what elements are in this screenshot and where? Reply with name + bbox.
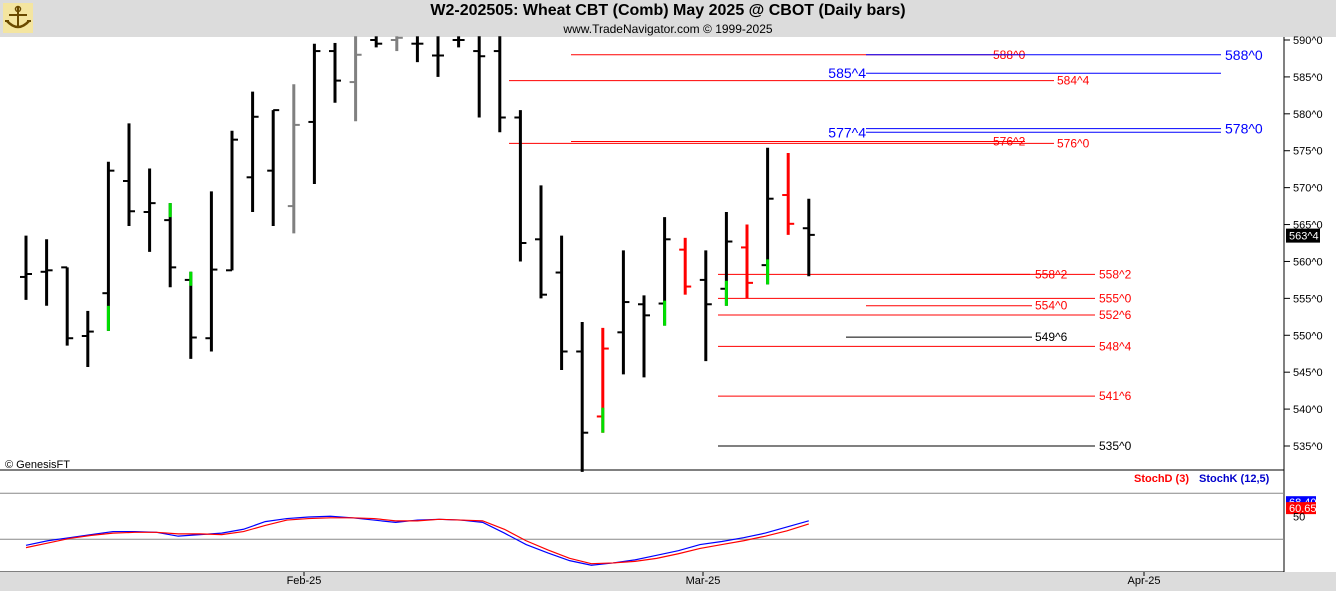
- level-label: 552^6: [1099, 308, 1132, 322]
- level-label: 588^0: [1225, 47, 1263, 63]
- level-label: 558^2: [1099, 267, 1132, 281]
- price-axis-background: [1284, 37, 1336, 572]
- level-label: 576^0: [1057, 136, 1090, 150]
- price-tick-label: 570^0: [1293, 183, 1323, 195]
- price-tick-label: 540^0: [1293, 404, 1323, 416]
- last-price-flag: [1286, 228, 1320, 243]
- level-label: 549^6: [1035, 330, 1068, 344]
- level-label: 535^0: [1099, 439, 1132, 453]
- chart-title: W2-202505: Wheat CBT (Comb) May 2025 @ C…: [430, 2, 906, 19]
- price-tick-label: 555^0: [1293, 293, 1323, 305]
- level-label: 578^0: [1225, 121, 1263, 137]
- level-label: 585^4: [828, 65, 866, 81]
- title-bar: W2-202505: Wheat CBT (Comb) May 2025 @ C…: [0, 0, 1336, 37]
- osc-series-line: [25, 517, 809, 565]
- osc-level-label: 50: [1293, 511, 1305, 523]
- stochd-value-flag: [1286, 502, 1316, 515]
- time-tick-label: Feb-25: [287, 575, 322, 587]
- level-label: 577^4: [828, 124, 866, 140]
- level-label: 584^4: [1057, 74, 1090, 88]
- price-tick-label: 550^0: [1293, 330, 1323, 342]
- price-tick-label: 545^0: [1293, 367, 1323, 379]
- level-label: 548^4: [1099, 339, 1132, 353]
- price-tick-label: 560^0: [1293, 256, 1323, 268]
- level-label: 541^6: [1099, 389, 1132, 403]
- time-tick-label: Mar-25: [686, 575, 721, 587]
- level-label: 576^2: [993, 135, 1026, 149]
- price-tick-label: 565^0: [1293, 220, 1323, 232]
- last-price-value: 563^4: [1289, 231, 1319, 243]
- legend-stochd: StochD (3): [1134, 473, 1189, 485]
- chart-subtitle: www.TradeNavigator.com © 1999-2025: [563, 22, 773, 36]
- time-axis-background: [0, 572, 1336, 591]
- price-tick-label: 575^0: [1293, 146, 1323, 158]
- price-tick-label: 580^0: [1293, 109, 1323, 121]
- copyright-label: © GenesisFT: [5, 459, 70, 471]
- osc-series-line: [25, 515, 809, 566]
- level-label: 554^0: [1035, 299, 1068, 313]
- price-tick-label: 535^0: [1293, 441, 1323, 453]
- level-label: 555^0: [1099, 291, 1132, 305]
- price-tick-label: 585^0: [1293, 72, 1323, 84]
- legend-stochk: StochK (12,5): [1199, 473, 1270, 485]
- price-tick-label: 590^0: [1293, 35, 1323, 47]
- trade-navigator-logo-icon: [3, 3, 33, 33]
- stochd-value: 60.65: [1289, 503, 1317, 515]
- time-tick-label: Apr-25: [1127, 575, 1160, 587]
